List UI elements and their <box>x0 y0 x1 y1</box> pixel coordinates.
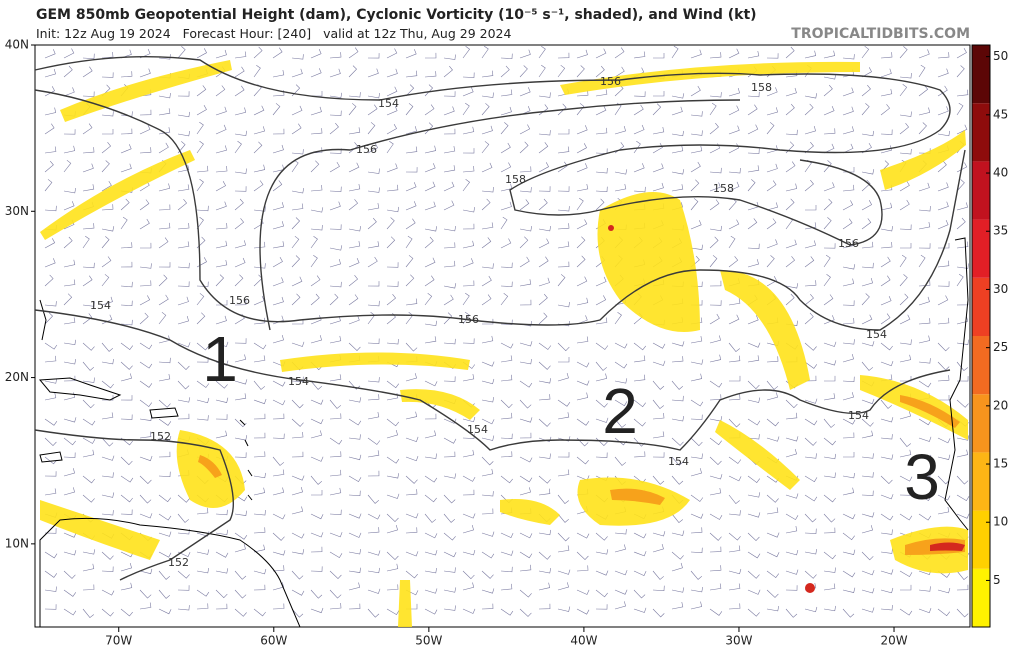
lon-label: 20W <box>880 634 907 648</box>
system-marker: 1 <box>202 323 238 395</box>
colorbar-band <box>972 510 990 569</box>
colorbar-label: 25 <box>993 340 1008 354</box>
contour-label: 156 <box>600 75 621 88</box>
colorbar-label: 30 <box>993 282 1008 296</box>
contour-label: 158 <box>751 81 772 94</box>
contour-label: 152 <box>150 430 171 443</box>
lon-label: 70W <box>105 634 132 648</box>
colorbar-band <box>972 161 990 220</box>
title: GEM 850mb Geopotential Height (dam), Cyc… <box>36 7 757 23</box>
barb-field <box>44 45 970 619</box>
lat-label: 20N <box>5 370 29 384</box>
lat-label: 10N <box>5 536 29 550</box>
watermark: TROPICALTIDBITS.COM <box>791 26 970 42</box>
contour-label: 154 <box>378 97 399 110</box>
colorbar-label: 20 <box>993 398 1008 412</box>
map-area: 154 154 156 158 158 158 156 156 156 156 … <box>34 44 971 628</box>
colorbar-label: 40 <box>993 166 1008 180</box>
contour-label: 154 <box>288 375 309 388</box>
colorbar-frame <box>971 44 991 628</box>
colorbar-band <box>972 45 990 104</box>
colorbar-label: 35 <box>993 224 1008 238</box>
colorbar: 5 10 15 20 25 30 35 40 45 50 <box>971 44 1008 628</box>
colorbar-band <box>972 219 990 278</box>
land-outlines <box>38 237 969 628</box>
colorbar-label: 50 <box>993 49 1008 63</box>
colorbar-band <box>972 336 990 395</box>
colorbar-band <box>972 452 990 511</box>
contour-label: 156 <box>458 313 479 326</box>
height-contours <box>34 55 966 581</box>
subtitle: Init: 12z Aug 19 2024 Forecast Hour: [24… <box>36 26 512 41</box>
colorbar-band <box>972 277 990 336</box>
contour-label: 156 <box>838 237 859 250</box>
contour-label: 158 <box>505 173 526 186</box>
colorbar-label: 10 <box>993 515 1008 529</box>
colorbar-band <box>972 103 990 162</box>
wind-barbs <box>44 45 970 619</box>
system-marker: 2 <box>602 375 638 447</box>
lon-label: 30W <box>725 634 752 648</box>
contour-label: 154 <box>668 455 689 468</box>
lat-label: 30N <box>5 204 29 218</box>
system-marker: 3 <box>904 441 940 513</box>
contour-label: 154 <box>848 409 869 422</box>
lon-label: 60W <box>260 634 287 648</box>
lon-label: 40W <box>570 634 597 648</box>
colorbar-band <box>972 568 990 627</box>
colorbar-label: 5 <box>993 573 1001 587</box>
colorbar-label: 45 <box>993 107 1008 121</box>
contour-label: 158 <box>713 182 734 195</box>
map-frame <box>34 44 971 628</box>
contour-label: 156 <box>356 143 377 156</box>
colorbar-label: 15 <box>993 457 1008 471</box>
colorbar-band <box>972 394 990 453</box>
contour-label: 152 <box>168 556 189 569</box>
lat-label: 40N <box>5 38 29 52</box>
lon-label: 50W <box>415 634 442 648</box>
vorticity-shading <box>40 60 968 627</box>
contour-label: 156 <box>229 294 250 307</box>
contour-label: 154 <box>866 328 887 341</box>
contour-label: 154 <box>467 423 488 436</box>
contour-label: 154 <box>90 299 111 312</box>
